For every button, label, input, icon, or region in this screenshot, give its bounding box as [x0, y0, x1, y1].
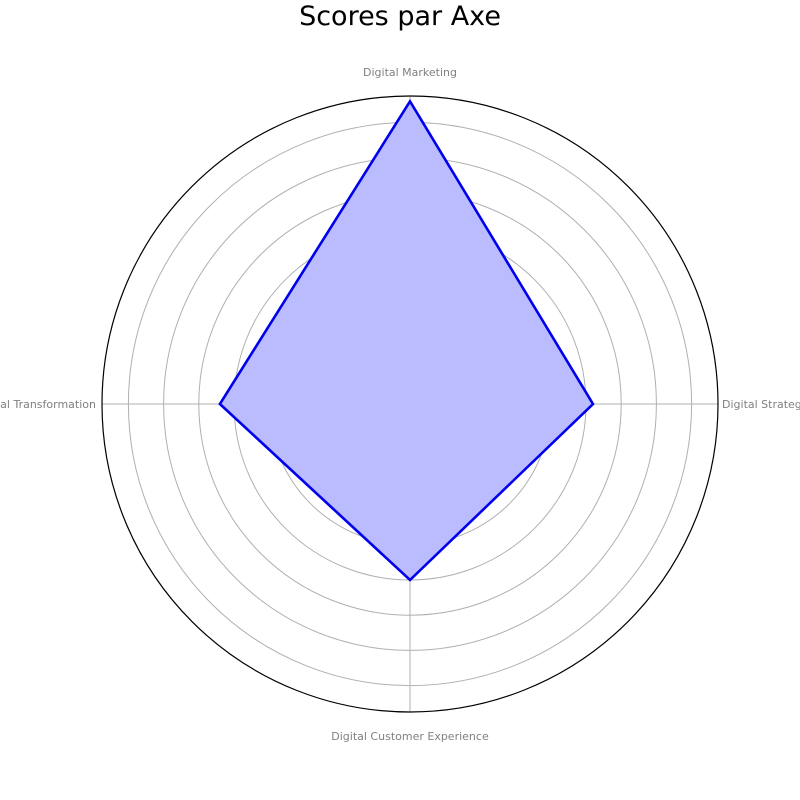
axis-label: Digital Marketing: [363, 66, 457, 79]
chart-title: Scores par Axe: [299, 1, 501, 32]
frame-layer: [101, 95, 719, 713]
series-line: [218, 98, 595, 582]
axis-label: Digital Strategy: [722, 398, 800, 411]
polar-frame: [101, 95, 719, 713]
series-area: [219, 101, 593, 581]
axis-label: Digital Transformation: [0, 398, 96, 411]
label-layer: Digital Strategy Digital Marketing Digital…: [0, 66, 800, 743]
axis-label: Digital Customer Experience: [331, 730, 489, 743]
series-layer: [218, 98, 595, 582]
